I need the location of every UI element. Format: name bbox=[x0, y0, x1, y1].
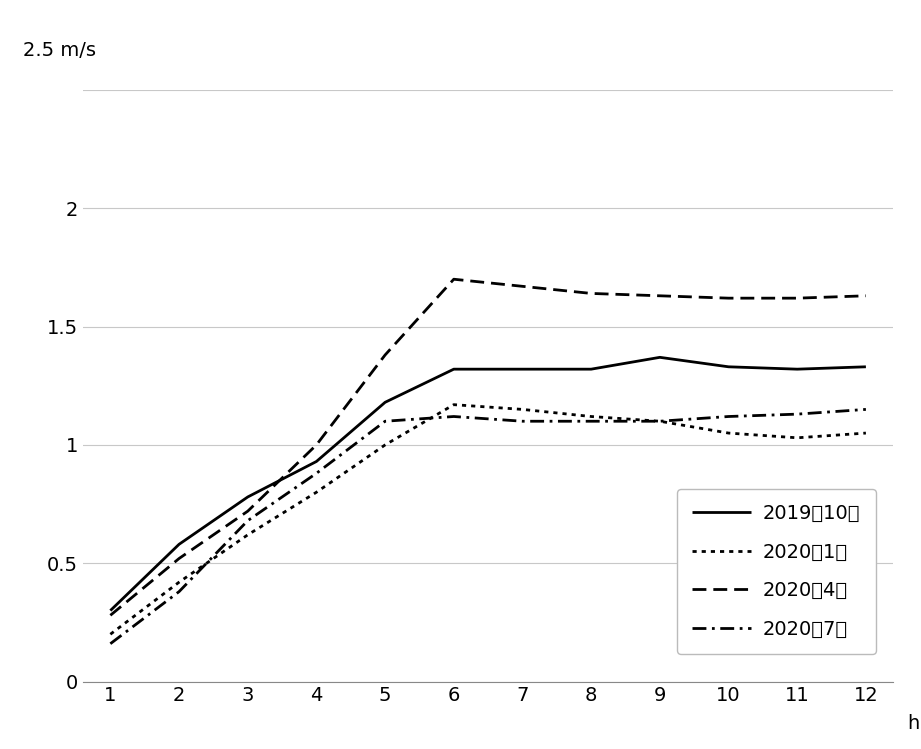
2020年1月 bbox=[449, 400, 460, 409]
2020年4月 bbox=[242, 506, 253, 515]
2020年7月 bbox=[723, 412, 734, 421]
2020年7月 bbox=[105, 639, 116, 648]
2020年1月 bbox=[311, 488, 322, 497]
2019年10月 bbox=[792, 365, 803, 374]
2020年1月 bbox=[242, 530, 253, 539]
2020年1月 bbox=[517, 405, 528, 414]
2019年10月 bbox=[173, 540, 184, 549]
2019年10月 bbox=[517, 365, 528, 374]
2020年1月 bbox=[105, 630, 116, 639]
Line: 2020年7月: 2020年7月 bbox=[111, 410, 866, 643]
2020年1月 bbox=[173, 577, 184, 586]
2020年4月 bbox=[723, 294, 734, 303]
2019年10月 bbox=[723, 363, 734, 372]
2019年10月 bbox=[242, 493, 253, 502]
2020年7月 bbox=[586, 416, 597, 425]
2019年10月 bbox=[860, 363, 871, 372]
2020年4月 bbox=[792, 294, 803, 303]
2020年7月 bbox=[792, 410, 803, 419]
2019年10月 bbox=[654, 353, 665, 362]
X-axis label: h: h bbox=[907, 714, 920, 733]
2020年4月 bbox=[173, 554, 184, 563]
2020年7月 bbox=[379, 416, 391, 425]
2020年4月 bbox=[449, 275, 460, 284]
2020年4月 bbox=[586, 289, 597, 298]
Line: 2020年1月: 2020年1月 bbox=[111, 404, 866, 634]
2020年1月 bbox=[654, 416, 665, 425]
2020年7月 bbox=[242, 516, 253, 525]
Line: 2020年4月: 2020年4月 bbox=[111, 279, 866, 616]
2020年4月 bbox=[860, 291, 871, 300]
2020年1月 bbox=[586, 412, 597, 421]
2020年7月 bbox=[173, 587, 184, 596]
2020年7月 bbox=[449, 412, 460, 421]
2019年10月 bbox=[105, 606, 116, 615]
2020年4月 bbox=[379, 351, 391, 360]
Legend: 2019年10月, 2020年1月, 2020年4月, 2020年7月: 2019年10月, 2020年1月, 2020年4月, 2020年7月 bbox=[677, 488, 876, 654]
2020年1月 bbox=[379, 440, 391, 449]
2020年1月 bbox=[792, 434, 803, 443]
2020年4月 bbox=[311, 440, 322, 449]
2020年7月 bbox=[654, 416, 665, 425]
2020年4月 bbox=[654, 291, 665, 300]
2020年7月 bbox=[517, 416, 528, 425]
2019年10月 bbox=[449, 365, 460, 374]
2020年7月 bbox=[860, 405, 871, 414]
Line: 2019年10月: 2019年10月 bbox=[111, 357, 866, 610]
2020年1月 bbox=[860, 428, 871, 437]
Text: 2.5 m/s: 2.5 m/s bbox=[23, 41, 96, 60]
2019年10月 bbox=[586, 365, 597, 374]
2020年7月 bbox=[311, 469, 322, 478]
2020年4月 bbox=[105, 611, 116, 620]
2019年10月 bbox=[379, 398, 391, 407]
2019年10月 bbox=[311, 457, 322, 466]
2020年4月 bbox=[517, 282, 528, 291]
2020年1月 bbox=[723, 428, 734, 437]
